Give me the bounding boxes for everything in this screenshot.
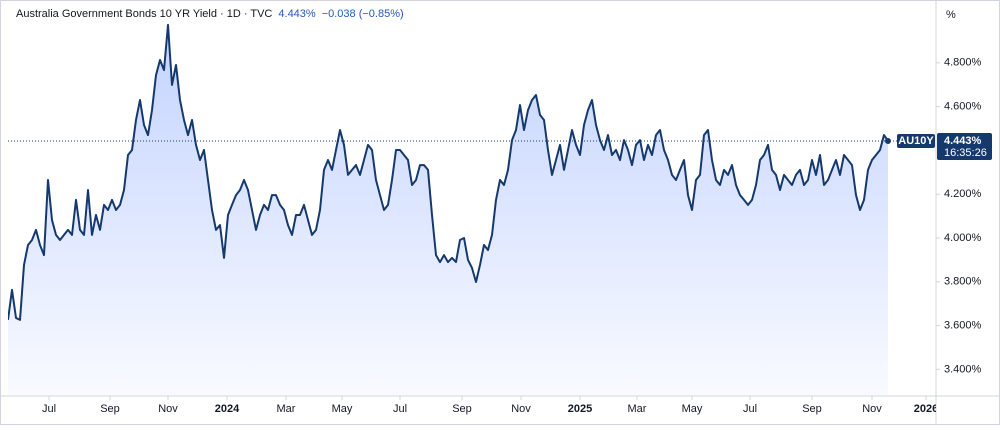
x-tick-label: May xyxy=(332,403,353,415)
x-tick-label: Jul xyxy=(42,403,56,415)
x-tick-label: Sep xyxy=(802,403,822,415)
price-time: 16:35:26 xyxy=(944,147,987,159)
price-value: 4.443% xyxy=(944,135,982,147)
x-tick-label: Nov xyxy=(862,403,882,415)
price-axis: 3.400% 3.600% 3.800% 4.000% 4.200% 4.600% 4.80… xyxy=(936,57,982,375)
y-tick-label: 4.000% xyxy=(944,232,982,244)
header: Australia Government Bonds 10 YR Yield ·… xyxy=(16,8,404,20)
x-tick-label: Mar xyxy=(628,403,647,415)
x-tick-label: Nov xyxy=(158,403,178,415)
y-tick-label: 3.400% xyxy=(944,363,982,375)
last-point xyxy=(885,137,891,144)
y-tick-label: 3.600% xyxy=(944,319,982,331)
header-title: Australia Government Bonds 10 YR Yield ·… xyxy=(16,8,272,20)
unit-label: % xyxy=(946,9,956,21)
x-tick-label: Jul xyxy=(743,403,757,415)
x-tick-label: Mar xyxy=(277,403,296,415)
y-tick-label: 4.800% xyxy=(944,57,982,69)
y-tick-label: 4.200% xyxy=(944,188,982,200)
plot-area xyxy=(8,23,897,395)
x-tick-label: Sep xyxy=(452,403,472,415)
symbol-label: AU10Y xyxy=(898,135,934,147)
price-box xyxy=(937,132,992,160)
x-tick-label: Sep xyxy=(100,403,120,415)
x-tick-label: Nov xyxy=(511,403,531,415)
symbol-box xyxy=(897,133,935,148)
header-last: 4.443% xyxy=(278,8,316,20)
x-tick-label: 2026 xyxy=(914,403,938,415)
price-label: AU10Y 4.443%16:35:26 xyxy=(897,132,992,160)
x-tick-label: Jul xyxy=(393,403,407,415)
header-change: −0.038 (−0.85%) xyxy=(322,8,404,20)
yield-line xyxy=(8,23,889,321)
x-tick-label: May xyxy=(682,403,703,415)
area-fill xyxy=(8,24,888,395)
y-tick-label: 3.800% xyxy=(944,276,982,288)
y-tick-label: 4.600% xyxy=(944,101,982,113)
time-axis: Jul Sep Nov 2024 Mar May Jul Sep Nov 2025 Mar May Ju… xyxy=(42,396,938,415)
x-tick-label: 2024 xyxy=(215,403,240,415)
x-tick-label: 2025 xyxy=(568,403,592,415)
